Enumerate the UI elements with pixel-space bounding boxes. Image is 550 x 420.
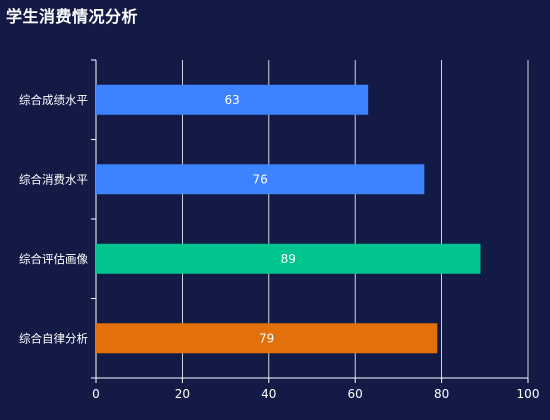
bar-value-label: 89	[281, 252, 296, 266]
bar-0	[96, 84, 369, 115]
x-tick-label: 20	[175, 387, 190, 401]
y-tick-label: 综合自律分析	[19, 331, 88, 345]
x-tick-label: 100	[517, 387, 540, 401]
y-tick-label: 综合消费水平	[19, 172, 88, 186]
x-tick-label: 60	[348, 387, 363, 401]
bar-1	[96, 164, 425, 195]
x-tick-label: 80	[434, 387, 449, 401]
bar-3	[96, 323, 438, 354]
y-tick-label: 综合成绩水平	[19, 93, 88, 107]
bar-value-label: 76	[253, 172, 268, 186]
bar-value-label: 79	[259, 331, 274, 345]
x-tick-label: 0	[92, 387, 100, 401]
bar-2	[96, 243, 481, 274]
chart-title: 学生消费情况分析	[6, 7, 139, 26]
y-tick-label: 综合评估画像	[19, 252, 88, 266]
bar-value-label: 63	[224, 93, 239, 107]
x-tick-label: 40	[261, 387, 276, 401]
